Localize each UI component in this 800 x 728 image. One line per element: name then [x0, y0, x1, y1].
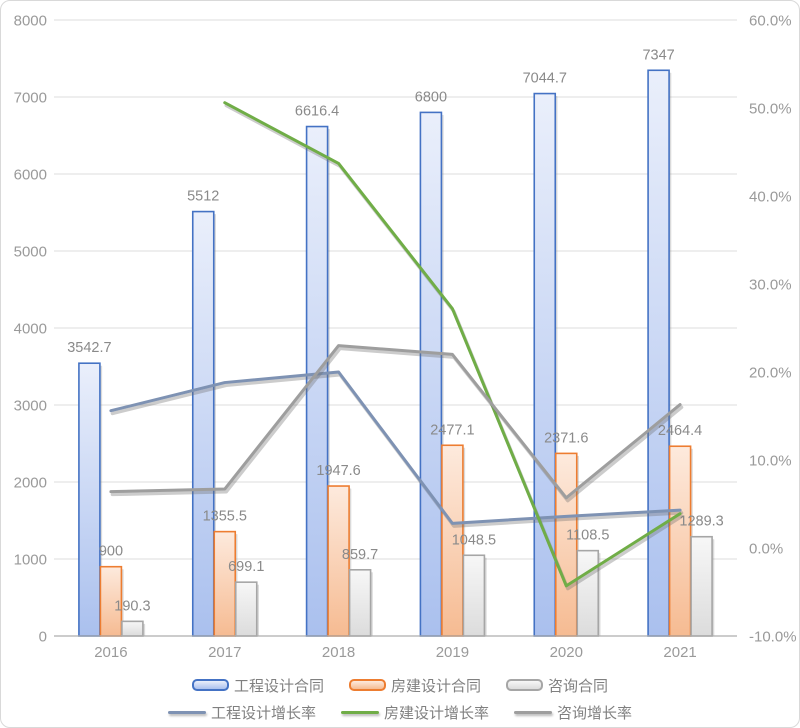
legend-label: 咨询合同	[548, 677, 609, 695]
value-label: 1355.5	[203, 509, 247, 525]
left-axis-tick: 4000	[14, 321, 47, 338]
legend-label: 工程设计合同	[233, 677, 324, 695]
value-label: 7044.7	[523, 71, 567, 87]
chart-legend: 工程设计合同 房建设计合同 咨询合同 工程设计增长率 房建设计增长率	[1, 674, 799, 723]
value-label: 7347	[642, 47, 674, 63]
line-series-swatch-icon	[514, 710, 552, 714]
x-axis-label: 2019	[436, 644, 469, 661]
value-label: 2371.6	[544, 430, 588, 446]
line-series-swatch-icon	[340, 710, 379, 714]
legend-item-line-0: 工程设计增长率	[167, 701, 316, 723]
bar-2019-s2	[462, 554, 486, 637]
legend-row-bars: 工程设计合同 房建设计合同 咨询合同	[1, 674, 799, 696]
right-axis-tick: 20.0%	[749, 365, 792, 382]
bar-2021-s2	[690, 535, 713, 637]
left-axis-tick: 5000	[14, 244, 47, 261]
growth-line-s2	[109, 344, 682, 500]
bar-2017-s1	[213, 530, 237, 637]
right-axis-tick: -10.0%	[749, 629, 797, 646]
right-axis-tick: 30.0%	[749, 277, 792, 294]
x-axis-label: 2020	[550, 644, 583, 661]
bar-2017-s0	[191, 210, 215, 637]
legend-item-line-2: 咨询增长率	[514, 701, 632, 723]
bar-2017-s2	[234, 581, 258, 637]
value-label: 190.3	[114, 598, 150, 614]
bar-series-swatch-icon	[348, 679, 386, 691]
growth-line-s0	[109, 370, 682, 525]
left-axis-tick: 1000	[14, 552, 47, 569]
left-axis-tick: 6000	[14, 167, 47, 184]
value-label: 1108.5	[566, 528, 609, 544]
legend-item-bar-0: 工程设计合同	[191, 674, 324, 696]
bar-2020-s1	[554, 452, 578, 637]
legend-label: 房建设计合同	[390, 677, 481, 695]
bar-series-swatch-icon	[191, 679, 229, 691]
value-label: 6616.4	[295, 104, 339, 120]
value-label: 1048.5	[452, 532, 496, 548]
right-axis-tick: 40.0%	[749, 189, 792, 206]
value-label: 1289.3	[679, 514, 723, 530]
bar-2021-s1	[668, 445, 692, 637]
value-label: 900	[99, 544, 123, 560]
right-axis-tick: 50.0%	[749, 101, 792, 118]
line-shadow	[110, 346, 684, 503]
growth-line-s1	[223, 101, 682, 588]
x-axis-label: 2021	[663, 644, 696, 661]
bar-2021-s0	[647, 69, 670, 637]
value-label: 2477.1	[430, 422, 474, 438]
bar-series-swatch-icon	[506, 679, 543, 691]
value-label: 859.7	[342, 547, 378, 563]
x-axis-label: 2018	[322, 644, 355, 661]
value-label: 2464.4	[658, 423, 702, 439]
left-axis-tick: 8000	[14, 13, 47, 30]
value-label: 3542.7	[67, 340, 111, 356]
bar-2019-s0	[419, 111, 443, 637]
bar-2016-s0	[78, 362, 101, 637]
left-axis-tick: 0	[39, 629, 47, 646]
legend-label: 工程设计增长率	[210, 704, 316, 722]
right-axis-tick: 10.0%	[749, 453, 792, 470]
value-label: 1947.6	[316, 463, 360, 479]
chart-canvas: 3542.7 900 190.3 5512 1355.5 699.1 6616.4 1947.…	[14, 13, 797, 662]
legend-item-bar-2: 咨询合同	[506, 674, 608, 696]
bar-2016-s2	[121, 620, 144, 637]
bar-2018-s2	[348, 569, 372, 637]
value-label: 699.1	[228, 559, 264, 575]
legend-item-bar-1: 房建设计合同	[348, 674, 481, 696]
legend-label: 咨询增长率	[557, 704, 633, 722]
legend-row-lines: 工程设计增长率 房建设计增长率 咨询增长率	[1, 701, 799, 723]
left-axis-tick: 2000	[14, 475, 47, 492]
x-axis-label: 2016	[94, 644, 127, 661]
x-axis-label: 2017	[208, 644, 241, 661]
value-label: 6800	[415, 89, 447, 105]
right-axis-tick: 60.0%	[749, 13, 792, 30]
left-axis-tick: 7000	[14, 90, 47, 107]
right-axis-tick: 0.0%	[749, 541, 783, 558]
line-series-swatch-icon	[167, 710, 206, 714]
legend-item-line-1: 房建设计增长率	[340, 701, 489, 723]
bar-2020-s2	[576, 549, 600, 637]
value-label: 5512	[187, 189, 219, 205]
legend-label: 房建设计增长率	[383, 704, 489, 722]
left-axis-tick: 3000	[14, 398, 47, 415]
